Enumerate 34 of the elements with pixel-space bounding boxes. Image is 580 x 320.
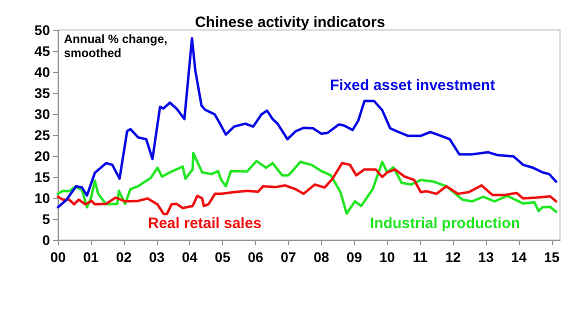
y-tick-label: 35: [34, 85, 50, 101]
y-tick-label: 15: [34, 169, 50, 185]
x-tick-label: 02: [116, 249, 132, 265]
x-tick-label: 15: [544, 249, 560, 265]
y-tick-label: 10: [34, 190, 50, 206]
y-tick-label: 45: [34, 43, 50, 59]
y-tick-label: 30: [34, 106, 50, 122]
line-series: [56, 152, 558, 215]
y-tick-label: 50: [34, 22, 50, 38]
y-tick-label: 5: [42, 211, 50, 227]
x-tick-label: 13: [478, 249, 494, 265]
y-tick-label: 40: [34, 64, 50, 80]
y-tick-label: 0: [42, 232, 50, 248]
x-tick-label: 06: [248, 249, 264, 265]
annotation: Annual % change, smoothed: [64, 32, 168, 60]
series-label: Industrial production: [370, 215, 520, 232]
y-tick-label: 25: [34, 127, 50, 143]
x-tick-label: 11: [412, 249, 428, 265]
x-tick-label: 00: [50, 249, 66, 265]
x-tick-label: 14: [511, 249, 527, 265]
x-tick-label: 01: [83, 249, 99, 265]
x-tick-label: 10: [379, 249, 396, 265]
x-tick-label: 07: [280, 249, 296, 265]
series-label: Real retail sales: [148, 215, 262, 232]
chart-title: Chinese activity indicators: [194, 14, 386, 31]
x-tick-label: 05: [214, 249, 231, 265]
text: Fixed asset investment: [330, 77, 496, 94]
x-tick-label: 03: [148, 249, 165, 265]
x-tick-label: 04: [182, 249, 198, 265]
x-tick-label: 09: [346, 249, 362, 265]
x-tick-label: 08: [314, 249, 330, 265]
x-tick-label: 12: [445, 249, 462, 265]
line-series: [56, 162, 558, 216]
y-tick-label: 20: [34, 148, 50, 164]
